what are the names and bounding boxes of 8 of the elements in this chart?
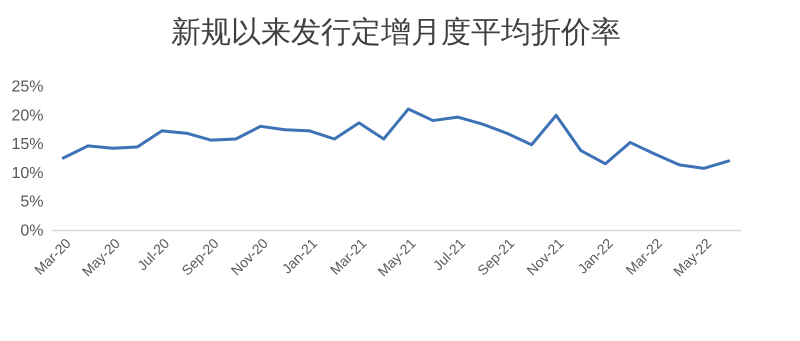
y-tick-label: 25%	[11, 78, 44, 96]
y-tick-label: 20%	[11, 107, 44, 124]
y-tick-label: 0%	[20, 222, 44, 240]
y-tick-label: 5%	[20, 194, 44, 211]
chart-title: 新规以来发行定增月度平均折价率	[171, 15, 621, 50]
y-tick-label: 10%	[11, 164, 44, 182]
line-series	[62, 108, 730, 170]
y-tick-label: 15%	[11, 136, 44, 154]
